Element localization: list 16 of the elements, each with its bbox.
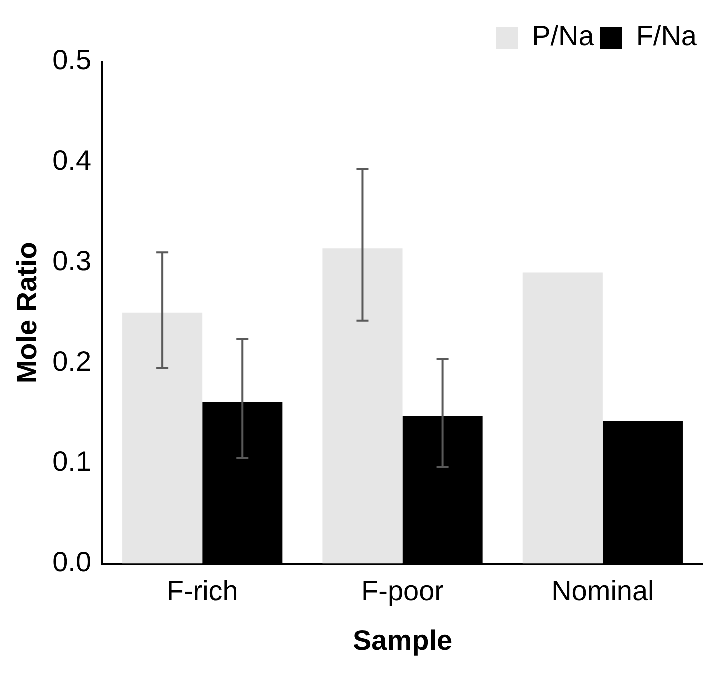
y-axis-title: Mole Ratio [12,242,43,384]
bar [322,248,403,564]
bar [122,312,203,564]
y-tick-label: 0.4 [52,145,92,176]
y-tick-label: 0.2 [52,346,92,377]
y-tick-label: 0.5 [52,44,92,76]
y-tick-label: 0.1 [52,446,92,478]
x-axis-title: Sample [352,624,453,656]
x-tick-label: F-rich [166,575,238,606]
x-tick-label: Nominal [552,575,654,606]
y-tick-label: 0.3 [52,245,92,276]
y-tick-label: 0.0 [52,546,92,578]
legend-label: P/Na [532,20,595,52]
bar [522,272,603,564]
legend-label: F/Na [636,20,698,52]
x-tick-label: F-poor [362,575,444,606]
